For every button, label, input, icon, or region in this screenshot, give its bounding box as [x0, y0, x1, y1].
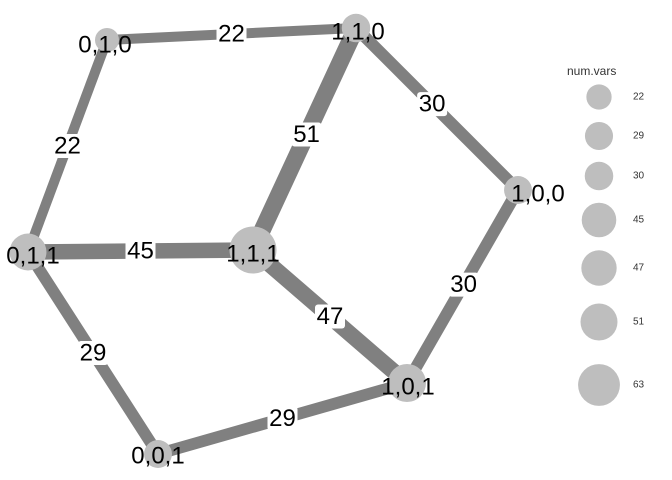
edge-label: 22	[54, 133, 81, 160]
legend-key-label: 63	[633, 380, 645, 391]
node-label-111: 1,1,1	[226, 241, 279, 268]
edge-label-background	[417, 92, 448, 117]
node-labels-layer: 0,1,0 1,1,0 1,0,0 0,1,1 1,1,1 1,0,1 0,0,1	[6, 19, 564, 470]
node-label-010: 0,1,0	[78, 32, 131, 59]
edge-label: 22	[218, 21, 245, 48]
node-label-011: 0,1,1	[6, 243, 59, 270]
node-011	[9, 233, 47, 271]
edge-label-background	[78, 341, 108, 365]
edge-label-background	[216, 22, 247, 46]
legend-key-dot	[584, 161, 614, 191]
size-legend: num.vars 22 29 30 45 47 51 63	[567, 64, 645, 406]
edge-label: 30	[419, 91, 446, 118]
edge-labels-layer: 22 22 30 51 45 29 47 30 29	[52, 21, 479, 432]
legend-key-dot	[581, 202, 617, 238]
legend-key-dot	[580, 303, 618, 341]
edge-label-background	[52, 134, 83, 158]
edge-label-group: 45	[125, 238, 156, 265]
node-label-100: 1,0,0	[511, 181, 564, 208]
edge-label-background	[125, 239, 156, 263]
node-111	[229, 226, 277, 274]
legend-key-dot	[586, 84, 612, 110]
edge-label-group: 30	[417, 91, 448, 118]
edge-label: 29	[269, 405, 296, 432]
edge-label-background	[315, 304, 345, 329]
edge-label-background	[291, 122, 322, 147]
legend-key-dot	[584, 121, 614, 151]
legend-key-label: 22	[633, 92, 645, 103]
node-101	[387, 363, 427, 403]
edge-label: 29	[80, 340, 107, 367]
edge-label-group: 47	[315, 303, 345, 330]
node-label-001: 0,0,1	[131, 443, 184, 470]
legend-key-label: 47	[633, 263, 645, 274]
legend-key-label: 29	[633, 131, 645, 142]
edge-label-background	[267, 406, 298, 431]
node-110	[341, 13, 371, 43]
edge-label: 30	[450, 271, 477, 298]
legend-key-dot	[581, 250, 617, 286]
edge-label-group: 22	[52, 133, 83, 160]
node-010	[95, 28, 119, 52]
legend-key-dot	[578, 364, 620, 406]
edge-label-group: 22	[216, 21, 247, 48]
legend-key-label: 51	[633, 317, 645, 328]
node-label-110: 1,1,0	[331, 19, 384, 46]
edge-label: 51	[293, 121, 320, 148]
edge-label-background	[448, 272, 479, 297]
edge-label-group: 51	[291, 121, 322, 148]
edge-label-group: 29	[267, 405, 298, 432]
node-label-101: 1,0,1	[381, 374, 434, 401]
node-001	[144, 440, 172, 468]
nodes-layer	[9, 13, 532, 468]
edge-label-group: 30	[448, 271, 479, 298]
legend-key-label: 45	[633, 215, 645, 226]
edge-label-group: 29	[78, 340, 108, 367]
edge-label: 47	[317, 303, 344, 330]
node-100	[504, 176, 532, 204]
edge-label: 45	[127, 238, 154, 265]
legend-key-label: 30	[633, 171, 645, 182]
legend-title: num.vars	[567, 64, 616, 78]
